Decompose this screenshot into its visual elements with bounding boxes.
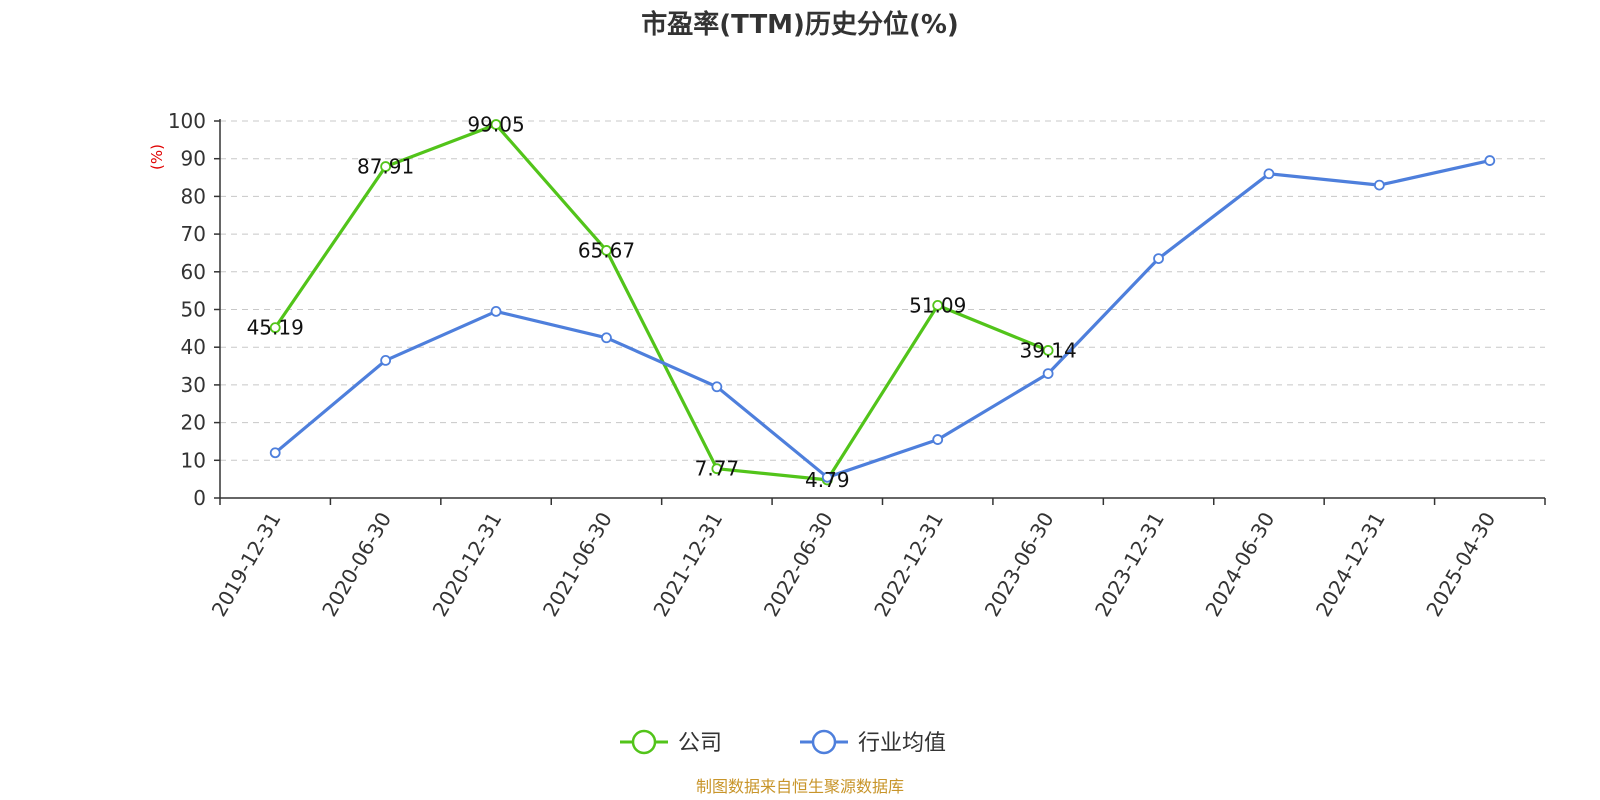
y-tick-label: 0 bbox=[193, 486, 206, 510]
x-tick-label: 2022-06-30 bbox=[759, 508, 838, 621]
data-point bbox=[269, 447, 281, 459]
data-label: 51.09 bbox=[909, 293, 966, 317]
x-tick-label: 2021-06-30 bbox=[538, 508, 617, 621]
data-point bbox=[380, 161, 392, 172]
legend-item-1[interactable]: 行业均值 bbox=[800, 729, 946, 756]
x-tick-label: 2025-04-30 bbox=[1421, 508, 1500, 621]
x-tick-label: 2021-12-31 bbox=[648, 508, 727, 621]
data-labels: 45.19 87.91 99.05 65.67 7.77 4.79 51.09 39.14 bbox=[247, 113, 1077, 492]
data-point bbox=[1042, 368, 1054, 379]
data-label: 65.67 bbox=[578, 238, 635, 262]
y-tick-label: 50 bbox=[181, 298, 206, 322]
data-label: 39.14 bbox=[1019, 338, 1076, 362]
data-point bbox=[380, 354, 392, 366]
legend-label: 公司 bbox=[678, 731, 722, 756]
data-point bbox=[1042, 345, 1054, 356]
y-tick-label: 70 bbox=[181, 222, 206, 246]
x-tick-label: 2024-12-31 bbox=[1311, 508, 1390, 621]
data-point bbox=[490, 119, 502, 130]
legend-label: 行业均值 bbox=[858, 731, 946, 756]
x-tick-label: 2019-12-31 bbox=[207, 508, 286, 621]
data-point bbox=[1153, 253, 1164, 265]
data-point bbox=[711, 381, 723, 393]
x-tick-label: 2024-06-30 bbox=[1200, 508, 1279, 621]
series-line-1 bbox=[273, 159, 1492, 479]
y-axis-unit-label: (%) bbox=[148, 144, 166, 170]
x-tick-label: 2020-12-31 bbox=[428, 508, 507, 621]
legend-marker bbox=[811, 729, 837, 755]
y-tick-label: 40 bbox=[181, 335, 206, 359]
gridlines bbox=[220, 120, 1545, 461]
y-tick-label: 90 bbox=[181, 147, 206, 171]
y-tick-label: 60 bbox=[181, 260, 206, 284]
chart-title: 市盈率(TTM)历史分位(%) bbox=[641, 9, 959, 40]
data-point bbox=[601, 245, 612, 256]
series-line-0 bbox=[273, 123, 1050, 482]
y-tick-label: 20 bbox=[181, 411, 206, 435]
data-label: 45.19 bbox=[247, 316, 304, 340]
series-lines bbox=[269, 119, 1496, 486]
y-tick-label: 30 bbox=[181, 373, 206, 397]
data-point bbox=[932, 434, 944, 445]
y-tick-label: 10 bbox=[181, 448, 206, 472]
data-point bbox=[490, 305, 502, 317]
data-point bbox=[1484, 155, 1496, 166]
legend-marker bbox=[631, 729, 657, 755]
data-point bbox=[821, 471, 833, 483]
data-point bbox=[1263, 168, 1275, 180]
data-label: 99.05 bbox=[467, 113, 524, 137]
y-tick-label: 80 bbox=[181, 184, 206, 208]
x-tick-label: 2022-12-31 bbox=[869, 508, 948, 621]
data-label: 4.79 bbox=[805, 468, 850, 492]
legend-item-0[interactable]: 公司 bbox=[620, 729, 722, 756]
y-tick-label: 100 bbox=[168, 109, 206, 133]
x-tick-label: 2020-06-30 bbox=[317, 508, 396, 621]
data-point bbox=[932, 299, 944, 311]
data-point bbox=[1373, 179, 1385, 191]
x-tick-label: 2023-06-30 bbox=[980, 508, 1059, 621]
data-point bbox=[269, 322, 281, 334]
x-tick-label: 2023-12-31 bbox=[1090, 508, 1169, 621]
data-label: 7.77 bbox=[695, 457, 740, 481]
source-note: 制图数据来自恒生聚源数据库 bbox=[696, 777, 904, 796]
data-label: 87.91 bbox=[357, 155, 414, 179]
data-point bbox=[711, 463, 723, 475]
data-point bbox=[601, 332, 612, 344]
legend[interactable]: 公司 行业均值 bbox=[620, 729, 946, 756]
